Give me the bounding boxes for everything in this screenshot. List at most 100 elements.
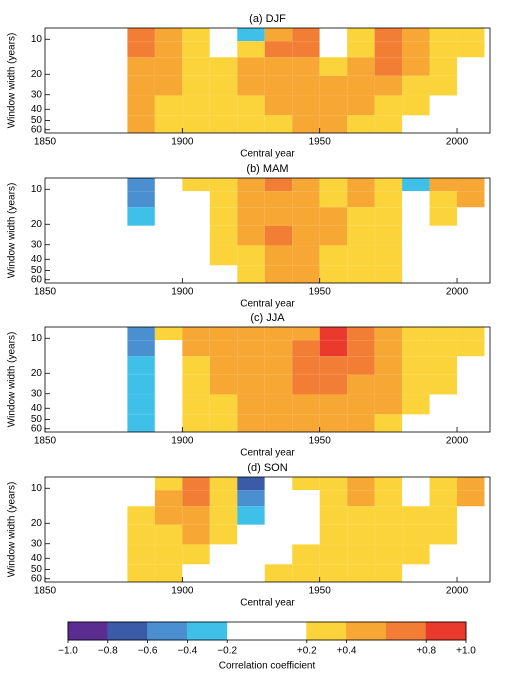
- cell: [457, 327, 485, 341]
- cell: [209, 225, 238, 246]
- cell: [374, 374, 403, 395]
- cell: [457, 191, 485, 208]
- cell: [347, 356, 375, 375]
- cell: [154, 115, 183, 133]
- cell: [237, 524, 265, 545]
- cell: [127, 490, 155, 507]
- cell: [402, 207, 430, 226]
- cell: [264, 414, 293, 432]
- cell: [347, 374, 375, 395]
- cell: [402, 490, 430, 507]
- x-axis-label: Central year: [240, 448, 295, 459]
- cell: [237, 564, 265, 582]
- cell: [264, 564, 293, 582]
- cell: [154, 394, 183, 415]
- cell: [402, 28, 430, 42]
- cell: [237, 327, 265, 341]
- cell: [127, 394, 155, 415]
- cell: [347, 394, 375, 415]
- cell: [429, 506, 458, 525]
- cell: [319, 115, 348, 133]
- cell: [374, 490, 403, 507]
- cell: [319, 394, 348, 415]
- cell: [264, 524, 293, 545]
- cell: [347, 28, 375, 42]
- cell: [347, 340, 375, 357]
- cell: [154, 57, 183, 76]
- cell: [264, 477, 293, 491]
- cell: [374, 207, 403, 226]
- cell: [182, 477, 210, 491]
- cell: [347, 245, 375, 266]
- cell: [457, 340, 485, 357]
- x-axis-label: Central year: [240, 299, 295, 310]
- cell: [292, 191, 320, 208]
- cell: [209, 414, 238, 432]
- plot-frame: [44, 27, 491, 134]
- cell: [374, 115, 403, 133]
- x-tick-label: 2000: [446, 287, 469, 298]
- colorbar-cell: [147, 621, 188, 641]
- cell: [182, 490, 210, 507]
- cell: [154, 207, 183, 226]
- cell: [319, 57, 348, 76]
- colorbar-cell: [425, 621, 467, 641]
- cell: [292, 564, 320, 582]
- cell: [209, 207, 238, 226]
- cell: [237, 265, 265, 283]
- cell: [154, 95, 183, 116]
- cell: [429, 57, 458, 76]
- cell: [429, 327, 458, 341]
- y-axis-label: Window width (years): [7, 332, 18, 428]
- cell: [182, 506, 210, 525]
- cell: [264, 41, 293, 58]
- y-tick-label: 20: [31, 518, 43, 529]
- x-tick-label: 2000: [446, 586, 469, 597]
- cell: [209, 115, 238, 133]
- cell: [127, 374, 155, 395]
- cell: [319, 28, 348, 42]
- cell: [154, 178, 183, 192]
- x-tick-label: 1950: [309, 287, 332, 298]
- cell: [154, 477, 183, 491]
- cell: [209, 564, 238, 582]
- cell: [374, 57, 403, 76]
- cell: [292, 490, 320, 507]
- cell: [429, 340, 458, 357]
- x-tick-label: 1850: [34, 287, 57, 298]
- cell: [374, 245, 403, 266]
- cell: [182, 57, 210, 76]
- colorbar-cell: [107, 621, 149, 641]
- plot-frame: [44, 326, 491, 433]
- y-tick-label: 50: [31, 265, 43, 276]
- colorbar-tick-label: −0.4: [178, 646, 198, 657]
- cell: [127, 245, 155, 266]
- cell: [292, 327, 320, 341]
- colorbar-tick-label: −0.8: [98, 646, 118, 657]
- x-tick-label: 1950: [309, 137, 332, 148]
- plot-frame: [44, 476, 491, 583]
- y-tick-label: 20: [31, 69, 43, 80]
- cell: [127, 414, 155, 432]
- cell: [374, 524, 403, 545]
- cell: [182, 265, 210, 283]
- y-tick-label: 10: [31, 483, 43, 494]
- y-tick-label: 10: [31, 333, 43, 344]
- x-tick-label: 1850: [34, 137, 57, 148]
- cell: [237, 374, 265, 395]
- x-tick-label: 1950: [309, 586, 332, 597]
- cell: [127, 57, 155, 76]
- cell: [127, 207, 155, 226]
- cell: [264, 265, 293, 283]
- cell: [209, 524, 238, 545]
- cell: [402, 95, 430, 116]
- cell: [292, 356, 320, 375]
- x-tick-label: 2000: [446, 436, 469, 447]
- cell: [154, 524, 183, 545]
- cell: [154, 414, 183, 432]
- cell: [319, 191, 348, 208]
- cell: [292, 506, 320, 525]
- cell: [209, 394, 238, 415]
- colorbar-cell: [186, 621, 228, 641]
